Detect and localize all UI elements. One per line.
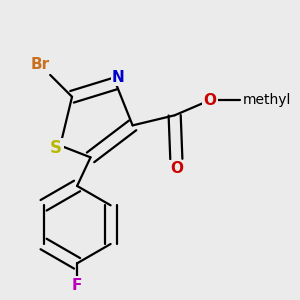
Text: N: N: [112, 70, 125, 85]
Text: methyl: methyl: [243, 93, 291, 107]
Text: O: O: [170, 161, 183, 176]
Text: Br: Br: [31, 57, 50, 72]
Text: F: F: [72, 278, 82, 293]
Text: S: S: [50, 139, 62, 157]
Text: O: O: [203, 93, 217, 108]
